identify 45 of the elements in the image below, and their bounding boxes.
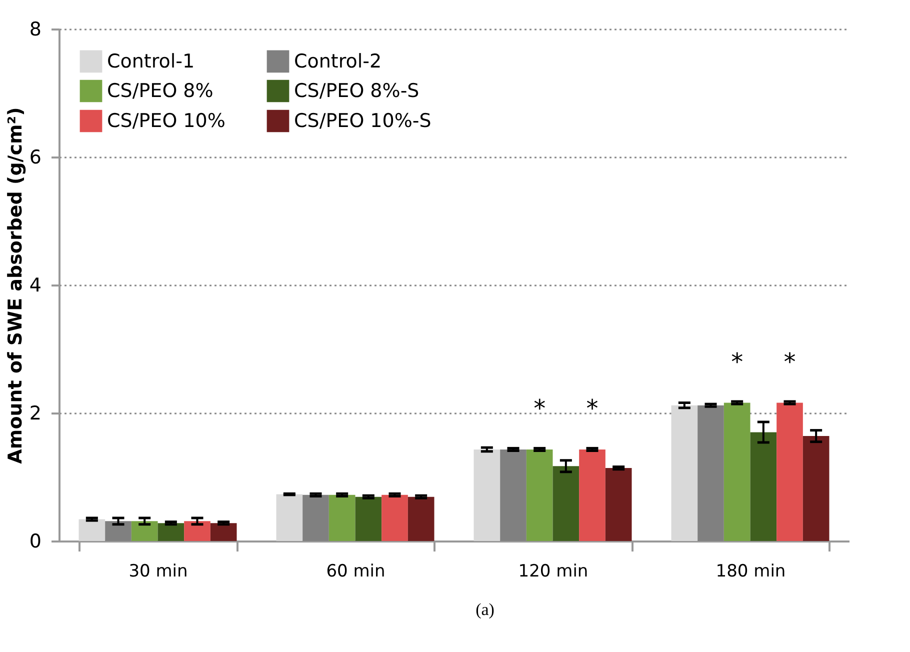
bar <box>408 496 434 541</box>
bar <box>500 449 526 541</box>
x-tick-label: 120 min <box>518 562 588 582</box>
legend-label: CS/PEO 8%-S <box>294 80 420 102</box>
bar <box>105 521 132 541</box>
bar <box>671 405 698 541</box>
bar <box>724 402 750 541</box>
bar <box>474 449 500 541</box>
bar <box>526 449 553 541</box>
bar <box>776 402 803 541</box>
y-tick-label: 4 <box>29 274 42 296</box>
bar <box>698 405 724 541</box>
bar <box>276 494 303 541</box>
bar <box>579 449 606 541</box>
bar <box>750 432 777 541</box>
bar <box>302 494 329 541</box>
bar <box>382 494 408 541</box>
bar <box>184 521 210 541</box>
annotation: * <box>784 348 796 376</box>
bar <box>78 519 106 541</box>
bar <box>802 436 830 541</box>
y-tick-label: 8 <box>29 18 42 40</box>
bar <box>355 496 382 541</box>
y-tick-label: 0 <box>29 530 42 552</box>
y-axis-title: Amount of SWE absorbed (g/cm²) <box>4 107 26 464</box>
bar <box>605 468 632 541</box>
text: (a) <box>474 600 496 620</box>
y-tick-label: 2 <box>29 402 42 424</box>
bar <box>131 521 158 541</box>
x-tick-label: 60 min <box>326 562 386 582</box>
annotation: * <box>586 394 598 422</box>
annotation: * <box>731 348 744 376</box>
x-tick-label: 30 min <box>128 562 188 582</box>
bar <box>328 494 356 541</box>
legend-label: CS/PEO 8% <box>107 80 214 102</box>
legend-label: CS/PEO 10%-S <box>294 110 432 132</box>
bar <box>210 523 237 541</box>
legend-label: Control-2 <box>294 50 382 72</box>
bar <box>158 523 184 541</box>
x-tick-label: 180 min <box>716 562 786 582</box>
annotation: * <box>534 394 546 422</box>
legend-label: Control-1 <box>107 50 195 72</box>
y-tick-label: 6 <box>29 146 42 168</box>
bar <box>552 466 580 541</box>
legend-label: CS/PEO 10% <box>107 110 226 132</box>
